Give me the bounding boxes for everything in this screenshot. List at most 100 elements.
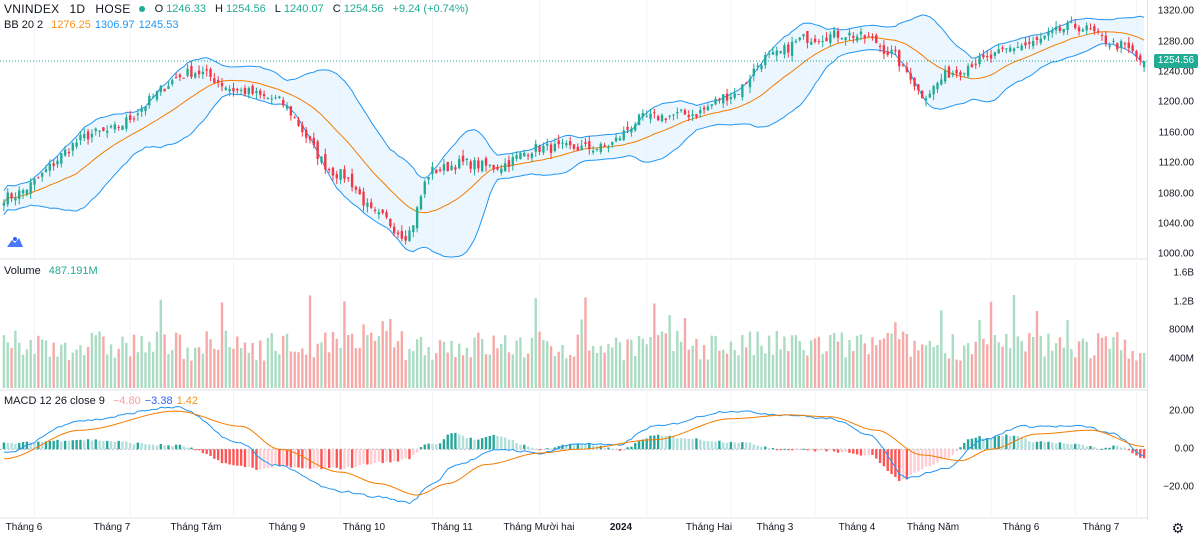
settings-gear-icon[interactable]: ⚙ (1171, 520, 1184, 536)
macd-hist-bar (664, 435, 668, 450)
macd-hist-bar (546, 448, 549, 450)
volume-bar (423, 355, 426, 388)
volume-bar (714, 336, 717, 388)
volume-bar (878, 339, 882, 388)
volume-bar (385, 330, 388, 388)
candle-body (714, 98, 717, 105)
volume-bar (683, 318, 687, 388)
candle-body (220, 82, 224, 87)
candle-body (1100, 34, 1104, 36)
tradingview-logo-icon[interactable] (6, 236, 24, 248)
volume-bar (392, 347, 396, 388)
volume-bar (125, 342, 128, 388)
symbol-name[interactable]: VNINDEX (4, 2, 60, 16)
macd-hist-bar (278, 449, 281, 466)
macd-hist-bar (205, 449, 208, 454)
macd-hist-bar (496, 435, 499, 450)
volume-bar (790, 335, 794, 388)
macd-hist-value: −4.80 (112, 395, 141, 407)
candle-body (836, 31, 840, 38)
macd-hist-bar (886, 449, 889, 472)
volume-bar (649, 336, 652, 388)
candle-body (515, 155, 518, 159)
macd-hist-bar (771, 447, 775, 450)
candle-body (637, 114, 641, 126)
macd-hist-bar (446, 434, 449, 450)
volume-bar (691, 345, 694, 388)
macd-hist-bar (748, 442, 752, 450)
candle-body (974, 63, 977, 65)
candle-body (1089, 28, 1092, 30)
macd-hist-bar (339, 449, 342, 470)
macd-hist-bar (335, 449, 338, 468)
volume-bar (519, 337, 522, 388)
volume-bar (381, 321, 384, 388)
volume-bar (52, 342, 55, 388)
candle-body (878, 46, 882, 48)
macd-hist-bar (737, 442, 740, 450)
volume-bar (943, 353, 947, 388)
volume-bar (90, 332, 94, 388)
volume-bar (813, 338, 817, 388)
price-axis[interactable] (1147, 0, 1200, 520)
volume-bar (867, 354, 870, 388)
volume-bar (580, 319, 583, 388)
volume-bar (989, 301, 993, 388)
macd-legend[interactable]: MACD 12 26 close 9 −4.80 −3.38 1.42 (4, 395, 198, 407)
time-tick: Tháng 11 (431, 522, 473, 533)
volume-bar (488, 354, 492, 388)
candle-body (630, 128, 633, 133)
macd-hist-bar (940, 449, 943, 460)
macd-hist-bar (634, 443, 637, 450)
macd-hist-bar (905, 449, 909, 480)
candle-body (75, 142, 78, 147)
volume-bar (767, 335, 771, 388)
candle-body (465, 158, 469, 161)
volume-bar (526, 353, 530, 388)
time-tick: Tháng 3 (756, 522, 794, 533)
candle-body (1112, 40, 1115, 42)
volume-bar (106, 354, 109, 388)
macd-hist-bar (1112, 445, 1115, 450)
macd-hist-bar (844, 449, 847, 452)
interval[interactable]: 1D (69, 2, 86, 16)
macd-hist-bar (706, 441, 710, 450)
candle-body (699, 110, 702, 114)
volume-bar (1089, 358, 1092, 388)
candle-body (255, 90, 258, 94)
volume-bar (894, 322, 897, 388)
candle-body (366, 202, 369, 207)
macd-hist-bar (1096, 449, 1100, 451)
macd-hist-bar (385, 449, 388, 462)
volume-bar (549, 346, 553, 388)
candle-body (603, 145, 606, 147)
time-tick: Tháng Hai (685, 522, 733, 533)
volume-bar (209, 339, 212, 388)
volume-legend[interactable]: Volume 487.191M (4, 265, 98, 277)
volume-bar (354, 348, 358, 388)
volume-bar (626, 339, 629, 388)
volume-bar (1035, 311, 1039, 388)
candle-body (737, 94, 740, 96)
candle-body (691, 114, 694, 116)
macd-hist-bar (591, 445, 595, 450)
candle-body (1012, 48, 1016, 51)
macd-hist-bar (1031, 442, 1035, 450)
volume-bar (75, 349, 78, 388)
macd-hist-bar (83, 440, 86, 450)
volume-bar (630, 339, 633, 388)
candle-body (611, 141, 614, 145)
bb-legend[interactable]: BB 20 2 1276.25 1306.97 1245.53 (4, 19, 178, 31)
time-tick: Tháng 7 (93, 522, 131, 533)
volume-bar (817, 336, 821, 388)
candle-body (270, 98, 273, 100)
macd-hist-bar (213, 449, 216, 459)
volume-bar (83, 355, 86, 388)
macd-line (3, 406, 1145, 505)
candle-body (239, 89, 243, 91)
macd-hist-bar (415, 449, 419, 453)
candle-body (247, 87, 250, 95)
volume-label: Volume (4, 265, 41, 277)
volume-bar (1058, 337, 1062, 388)
